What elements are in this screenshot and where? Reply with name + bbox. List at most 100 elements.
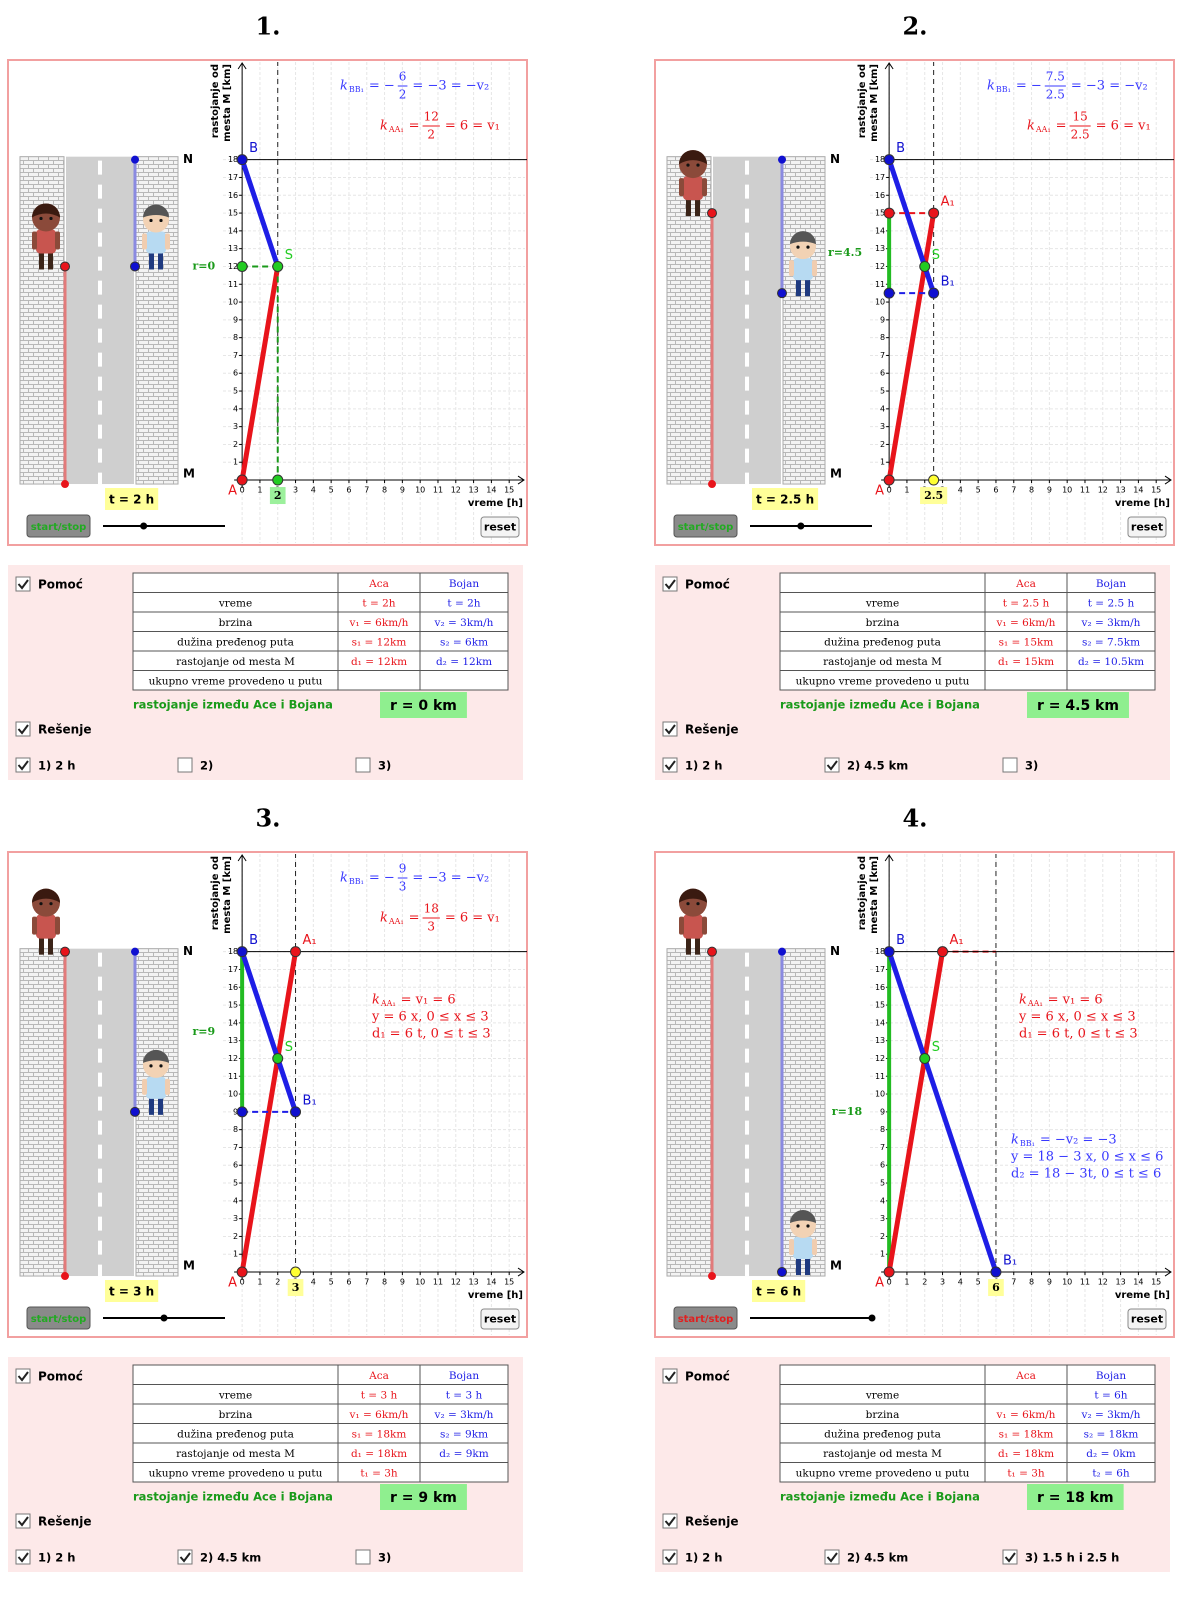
x-tick-label: 4 [311,1278,316,1287]
checkbox[interactable] [662,721,678,737]
start-stop-button[interactable] [26,1306,91,1330]
slider-handle[interactable] [797,522,805,530]
start-stop-label[interactable]: start/stop [31,1314,87,1325]
checkbox-box[interactable] [824,757,840,773]
answer-label[interactable]: 1) 2 h [38,759,75,773]
start-stop-button[interactable] [673,1306,738,1330]
checkbox-box[interactable] [662,576,678,592]
checkmark[interactable] [664,724,676,735]
start-stop-button[interactable] [673,514,738,538]
answer-label[interactable]: 3) [378,759,391,773]
checkbox-box[interactable] [177,1549,193,1565]
checkbox[interactable] [355,1549,371,1565]
checkbox-box[interactable] [15,757,31,773]
reset-label[interactable]: reset [484,1313,516,1326]
checkbox-box[interactable] [15,1513,31,1529]
time-label: t = 2.5 h [756,493,814,507]
answer-label[interactable]: 2) 4.5 km [200,1551,261,1565]
checkmark[interactable] [17,1371,29,1382]
checkmark[interactable] [179,1552,191,1563]
checkbox-box[interactable] [662,1513,678,1529]
reset-button[interactable] [480,516,520,538]
help-label[interactable]: Pomoć [38,578,83,592]
checkmark[interactable] [826,760,838,771]
checkbox-box[interactable] [662,1368,678,1384]
checkmark[interactable] [17,579,29,590]
solution-label[interactable]: Rešenje [685,1515,738,1529]
checkmark[interactable] [664,760,676,771]
checkbox[interactable] [15,757,31,773]
checkbox[interactable] [824,1549,840,1565]
checkbox[interactable] [662,576,678,592]
checkbox-box[interactable] [15,721,31,737]
checkbox-box[interactable] [1002,1549,1018,1565]
checkmark[interactable] [664,579,676,590]
checkbox[interactable] [15,576,31,592]
checkbox[interactable] [15,1549,31,1565]
checkbox-box[interactable] [15,576,31,592]
reset-label[interactable]: reset [1131,521,1163,534]
checkbox-box[interactable] [824,1549,840,1565]
checkbox[interactable] [177,1549,193,1565]
checkbox-box[interactable] [662,1549,678,1565]
reset-button[interactable] [480,1308,520,1330]
checkmark[interactable] [1004,1552,1016,1563]
checkbox[interactable] [1002,757,1018,773]
answer-label[interactable]: 2) 4.5 km [847,759,908,773]
start-stop-label[interactable]: start/stop [31,522,87,533]
checkbox[interactable] [15,1513,31,1529]
answer-label[interactable]: 3) [378,1551,391,1565]
reset-label[interactable]: reset [484,521,516,534]
checkbox[interactable] [824,757,840,773]
checkbox-box[interactable] [1002,757,1018,773]
checkmark[interactable] [17,760,29,771]
checkbox-box[interactable] [177,757,193,773]
answer-label[interactable]: 2) 4.5 km [847,1551,908,1565]
checkmark[interactable] [664,1371,676,1382]
table-cell: vreme [865,1389,899,1401]
checkbox[interactable] [15,1368,31,1384]
start-stop-label[interactable]: start/stop [678,1314,734,1325]
solution-label[interactable]: Rešenje [38,723,91,737]
checkbox-box[interactable] [662,721,678,737]
help-label[interactable]: Pomoć [685,1370,730,1384]
checkbox[interactable] [15,721,31,737]
checkmark[interactable] [664,1552,676,1563]
slider-handle[interactable] [868,1314,876,1322]
answer-label[interactable]: 1) 2 h [685,759,722,773]
checkmark[interactable] [17,724,29,735]
checkbox[interactable] [662,757,678,773]
checkbox-box[interactable] [662,757,678,773]
reset-label[interactable]: reset [1131,1313,1163,1326]
answer-label[interactable]: 1) 2 h [38,1551,75,1565]
answer-label[interactable]: 1) 2 h [685,1551,722,1565]
solution-label[interactable]: Rešenje [685,723,738,737]
answer-label[interactable]: 2) [200,759,213,773]
checkbox-box[interactable] [355,1549,371,1565]
checkmark[interactable] [17,1552,29,1563]
checkbox[interactable] [662,1368,678,1384]
checkbox-box[interactable] [15,1368,31,1384]
answer-label[interactable]: 3) [1025,759,1038,773]
reset-button[interactable] [1127,1308,1167,1330]
reset-button[interactable] [1127,516,1167,538]
checkbox[interactable] [662,1513,678,1529]
checkbox[interactable] [177,757,193,773]
checkbox[interactable] [355,757,371,773]
solution-label[interactable]: Rešenje [38,1515,91,1529]
help-label[interactable]: Pomoć [685,578,730,592]
answer-label[interactable]: 3) 1.5 h i 2.5 h [1025,1551,1119,1565]
checkbox-box[interactable] [355,757,371,773]
help-label[interactable]: Pomoć [38,1370,83,1384]
checkbox[interactable] [662,1549,678,1565]
start-stop-button[interactable] [26,514,91,538]
checkmark[interactable] [826,1552,838,1563]
aca-marker [707,208,717,219]
checkbox[interactable] [1002,1549,1018,1565]
checkbox-box[interactable] [15,1549,31,1565]
slider-handle[interactable] [140,522,148,530]
checkmark[interactable] [664,1516,676,1527]
start-stop-label[interactable]: start/stop [678,522,734,533]
checkmark[interactable] [17,1516,29,1527]
slider-handle[interactable] [160,1314,168,1322]
